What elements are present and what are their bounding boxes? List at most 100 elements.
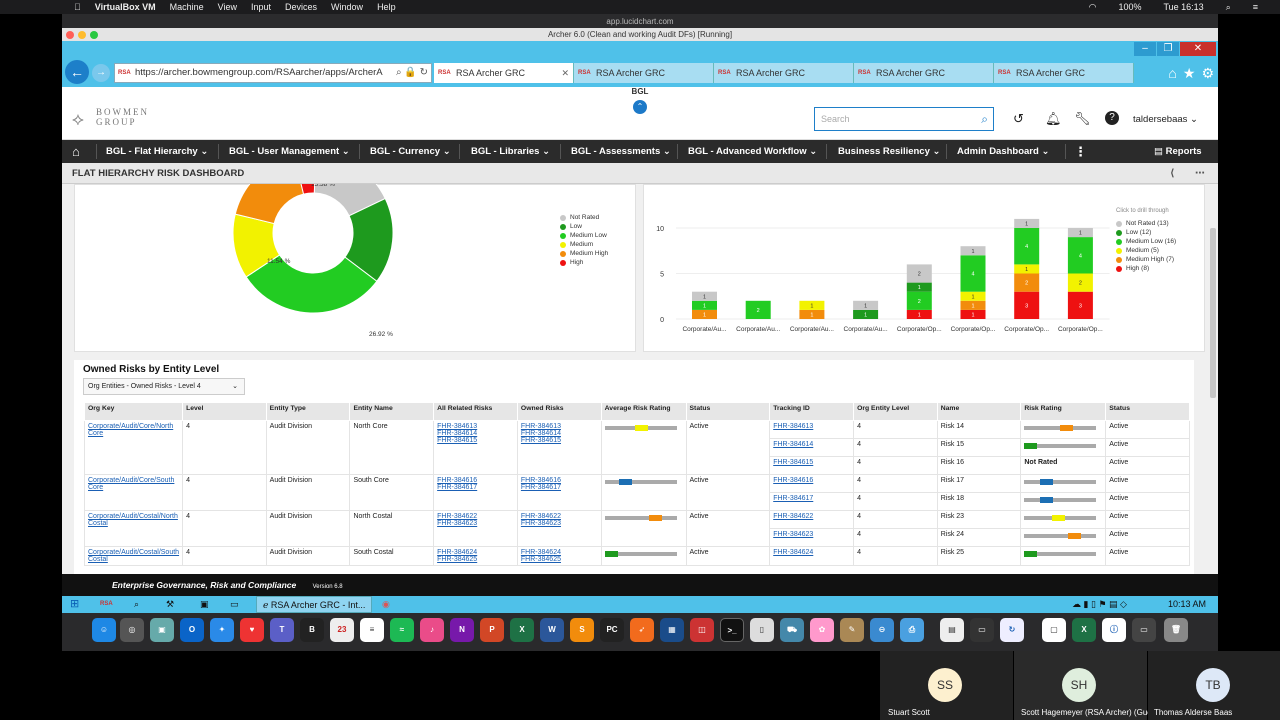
- risk-link[interactable]: FHR-384615: [437, 437, 478, 444]
- risk-link[interactable]: FHR-384617: [437, 484, 478, 491]
- more-options-icon[interactable]: ⋯: [1195, 168, 1205, 179]
- info-icon[interactable]: ⓘ: [1102, 618, 1126, 642]
- search-icon[interactable]: ⌕: [1225, 1, 1231, 12]
- printer-icon[interactable]: ⎙: [900, 618, 924, 642]
- tracking-id-link[interactable]: FHR-384622: [773, 513, 814, 520]
- search-taskbar-icon[interactable]: ⌕: [134, 599, 140, 609]
- risk-link[interactable]: FHR-384613: [437, 423, 478, 430]
- remote-desktop-icon[interactable]: ◫: [690, 618, 714, 642]
- clock[interactable]: Tue 16:13: [1163, 2, 1204, 12]
- bar-segment[interactable]: [1014, 291, 1040, 319]
- risk-link[interactable]: FHR-384625: [437, 556, 478, 563]
- risk-link[interactable]: FHR-384616: [437, 477, 478, 484]
- menu-window[interactable]: Window: [324, 2, 363, 12]
- taskbar-ie-window[interactable]: ℯ RSA Archer GRC - Int...: [256, 596, 373, 613]
- safari-url[interactable]: app.lucidchart.com: [62, 14, 1218, 30]
- address-controls-icon[interactable]: ⌕ 🔒 ↻: [396, 67, 428, 78]
- help-icon[interactable]: ?: [1105, 111, 1119, 125]
- photos-icon[interactable]: ✿: [810, 618, 834, 642]
- nav-business-resiliency[interactable]: Business Resiliency ⌄: [838, 140, 941, 163]
- reports-button[interactable]: ▤ Reports: [1154, 140, 1202, 163]
- bar-segment[interactable]: [960, 300, 986, 310]
- bar-segment[interactable]: [1067, 273, 1093, 292]
- menu-list-icon[interactable]: ≡: [1252, 2, 1258, 12]
- drive-icon[interactable]: ⊖: [870, 618, 894, 642]
- history-icon[interactable]: ↺: [1013, 111, 1024, 126]
- legend-item[interactable]: Medium High: [560, 249, 608, 258]
- script-editor-icon[interactable]: ✎: [840, 618, 864, 642]
- reminders-icon[interactable]: ≡: [360, 618, 384, 642]
- finder-icon[interactable]: ☺: [92, 618, 116, 642]
- participant-tile[interactable]: TB Thomas Alderse Baas: [1148, 651, 1280, 720]
- battery-percent[interactable]: 100%: [1118, 2, 1142, 12]
- legend-item[interactable]: High (8): [1116, 264, 1176, 273]
- bar-segment[interactable]: [1014, 273, 1040, 292]
- rsa-taskbar-icon[interactable]: RSA: [100, 601, 113, 607]
- tracking-id-link[interactable]: FHR-384616: [773, 477, 814, 484]
- excel-icon[interactable]: X: [510, 618, 534, 642]
- risk-link[interactable]: FHR-384614: [437, 430, 478, 437]
- tracking-id-link[interactable]: FHR-384614: [773, 441, 814, 448]
- legend-item[interactable]: Not Rated: [560, 213, 608, 222]
- browser-tab[interactable]: RSA RSA Archer GRC: [854, 63, 994, 83]
- bar-segment[interactable]: [1067, 228, 1093, 238]
- legend-item[interactable]: Medium Low (16): [1116, 237, 1176, 246]
- column-header[interactable]: Tracking ID: [769, 402, 855, 421]
- menu-machine[interactable]: Machine: [162, 2, 204, 12]
- tracking-id-link[interactable]: FHR-384623: [773, 531, 814, 538]
- nav-more-icon[interactable]: ⋮: [1074, 144, 1087, 159]
- bar-segment[interactable]: [906, 309, 932, 319]
- address-bar[interactable]: RSA https://archer.bowmengroup.com/RSAar…: [114, 63, 432, 83]
- sublime-icon[interactable]: S: [570, 618, 594, 642]
- risk-link[interactable]: FHR-384623: [437, 520, 478, 527]
- refresh-app-icon[interactable]: ↻: [1000, 618, 1024, 642]
- document-icon[interactable]: ▤: [940, 618, 964, 642]
- menu-help[interactable]: Help: [370, 2, 396, 12]
- risk-link[interactable]: FHR-384622: [437, 513, 478, 520]
- notes-icon[interactable]: ▯: [750, 618, 774, 642]
- column-header[interactable]: Org Entity Level: [853, 402, 938, 421]
- browser-tab-active[interactable]: RSA RSA Archer GRC ✕: [434, 63, 574, 83]
- risk-link[interactable]: FHR-384616: [520, 477, 561, 484]
- company-logo[interactable]: ⟡ BOWMEN GROUP: [72, 107, 172, 131]
- vertical-scrollbar[interactable]: [1208, 184, 1218, 574]
- column-header[interactable]: Owned Risks: [516, 402, 602, 421]
- bar-segment[interactable]: [960, 246, 986, 256]
- zoom-window-icon[interactable]: [90, 31, 98, 39]
- music-icon[interactable]: ♪: [420, 618, 444, 642]
- nav-currency[interactable]: BGL - Currency ⌄: [370, 140, 451, 163]
- calendar-icon[interactable]: 23: [330, 618, 354, 642]
- browser-tab[interactable]: RSA RSA Archer GRC: [994, 63, 1134, 83]
- bar-segment[interactable]: [1014, 228, 1040, 265]
- windows-start-icon[interactable]: ⊞: [70, 598, 80, 610]
- screen-icon[interactable]: ▭: [970, 618, 994, 642]
- truck-icon[interactable]: ⛟: [780, 618, 804, 642]
- participant-tile[interactable]: SH Scott Hagemeyer (RSA Archer) (Gue...: [1014, 651, 1158, 720]
- apple-icon[interactable]: : [74, 2, 81, 12]
- outlook-icon[interactable]: O: [180, 618, 204, 642]
- browser-tab[interactable]: RSA RSA Archer GRC: [714, 63, 854, 83]
- column-header[interactable]: Entity Name: [349, 402, 435, 421]
- scrollbar-thumb[interactable]: [1210, 228, 1216, 398]
- close-tab-icon[interactable]: ✕: [561, 68, 569, 78]
- bar-segment[interactable]: [906, 264, 932, 283]
- bar-segment[interactable]: [692, 309, 717, 319]
- home-nav-icon[interactable]: ⌂: [72, 144, 80, 159]
- legend-item[interactable]: Medium Low: [560, 231, 608, 240]
- pycharm-icon[interactable]: PC: [600, 618, 624, 642]
- nav-libraries[interactable]: BGL - Libraries ⌄: [471, 140, 550, 163]
- menu-devices[interactable]: Devices: [278, 2, 317, 12]
- powerpoint-icon[interactable]: P: [480, 618, 504, 642]
- risk-link[interactable]: FHR-384624: [520, 549, 561, 556]
- firefox-taskbar-icon[interactable]: ◉: [382, 599, 390, 609]
- bar-segment[interactable]: [960, 309, 986, 319]
- risk-link[interactable]: FHR-384614: [520, 430, 561, 437]
- share-icon[interactable]: ⟨: [1170, 168, 1175, 179]
- nav-flat-hierarchy[interactable]: BGL - Flat Hierarchy ⌄: [106, 140, 208, 163]
- user-menu[interactable]: taldersebaas ⌄: [1133, 114, 1198, 125]
- tracking-id-link[interactable]: FHR-384617: [773, 495, 814, 502]
- nav-admin-dashboard[interactable]: Admin Dashboard ⌄: [957, 140, 1049, 163]
- risk-link[interactable]: FHR-384623: [520, 520, 561, 527]
- tools-taskbar-icon[interactable]: ⚒: [166, 599, 175, 609]
- legend-item[interactable]: Low: [560, 222, 608, 231]
